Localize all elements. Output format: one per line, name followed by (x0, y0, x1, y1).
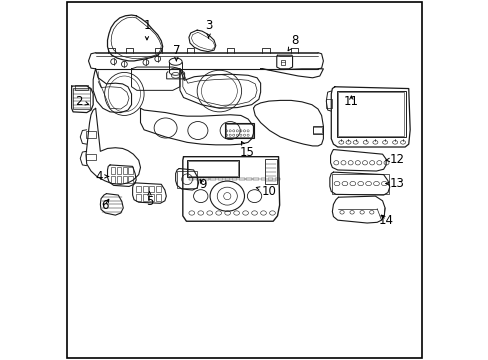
Bar (210, 178, 215, 180)
Bar (155, 186, 160, 192)
Text: 1: 1 (143, 19, 150, 40)
Bar (203, 178, 208, 180)
Text: 3: 3 (204, 19, 212, 38)
Bar (86, 154, 96, 160)
Bar (73, 88, 90, 109)
Bar (313, 127, 321, 134)
Bar (149, 186, 154, 192)
Text: 14: 14 (378, 214, 393, 227)
Text: 10: 10 (256, 185, 277, 198)
Bar (177, 171, 196, 188)
Bar (224, 178, 230, 180)
Bar (122, 167, 126, 174)
Bar (86, 131, 96, 138)
Bar (281, 60, 285, 65)
Text: 13: 13 (386, 177, 404, 190)
Bar (260, 178, 265, 180)
Bar (75, 85, 88, 90)
Bar (336, 91, 405, 137)
Bar (225, 124, 253, 136)
Bar (136, 186, 141, 192)
Bar (196, 178, 201, 180)
Bar (338, 93, 404, 135)
Bar (155, 194, 160, 201)
Text: 5: 5 (145, 192, 153, 208)
Text: 15: 15 (240, 141, 254, 158)
Bar (117, 167, 121, 174)
Bar (136, 194, 141, 201)
Text: 2: 2 (75, 95, 88, 108)
Bar (253, 178, 258, 180)
Text: 12: 12 (386, 153, 404, 166)
Bar (188, 178, 194, 180)
Text: 4: 4 (95, 170, 108, 183)
Bar (128, 167, 132, 174)
Bar (265, 159, 276, 184)
Bar (217, 178, 223, 180)
Bar (128, 176, 132, 183)
Bar (122, 176, 126, 183)
Bar (142, 194, 147, 201)
Bar (231, 178, 237, 180)
Text: 8: 8 (287, 34, 298, 51)
Bar (111, 176, 115, 183)
Bar (142, 186, 147, 192)
Bar (267, 178, 273, 180)
Text: 9: 9 (199, 178, 206, 191)
Bar (188, 161, 238, 176)
Bar (239, 178, 244, 180)
Bar (111, 167, 115, 174)
Bar (187, 160, 239, 177)
Bar (117, 176, 121, 183)
Bar (325, 99, 331, 108)
Bar (274, 178, 280, 180)
Bar (224, 123, 254, 138)
Bar (246, 178, 251, 180)
Text: 6: 6 (101, 199, 109, 212)
Bar (332, 174, 388, 194)
Text: 11: 11 (343, 95, 358, 108)
Bar (312, 126, 322, 134)
Text: 7: 7 (172, 44, 180, 61)
Bar (149, 194, 154, 201)
